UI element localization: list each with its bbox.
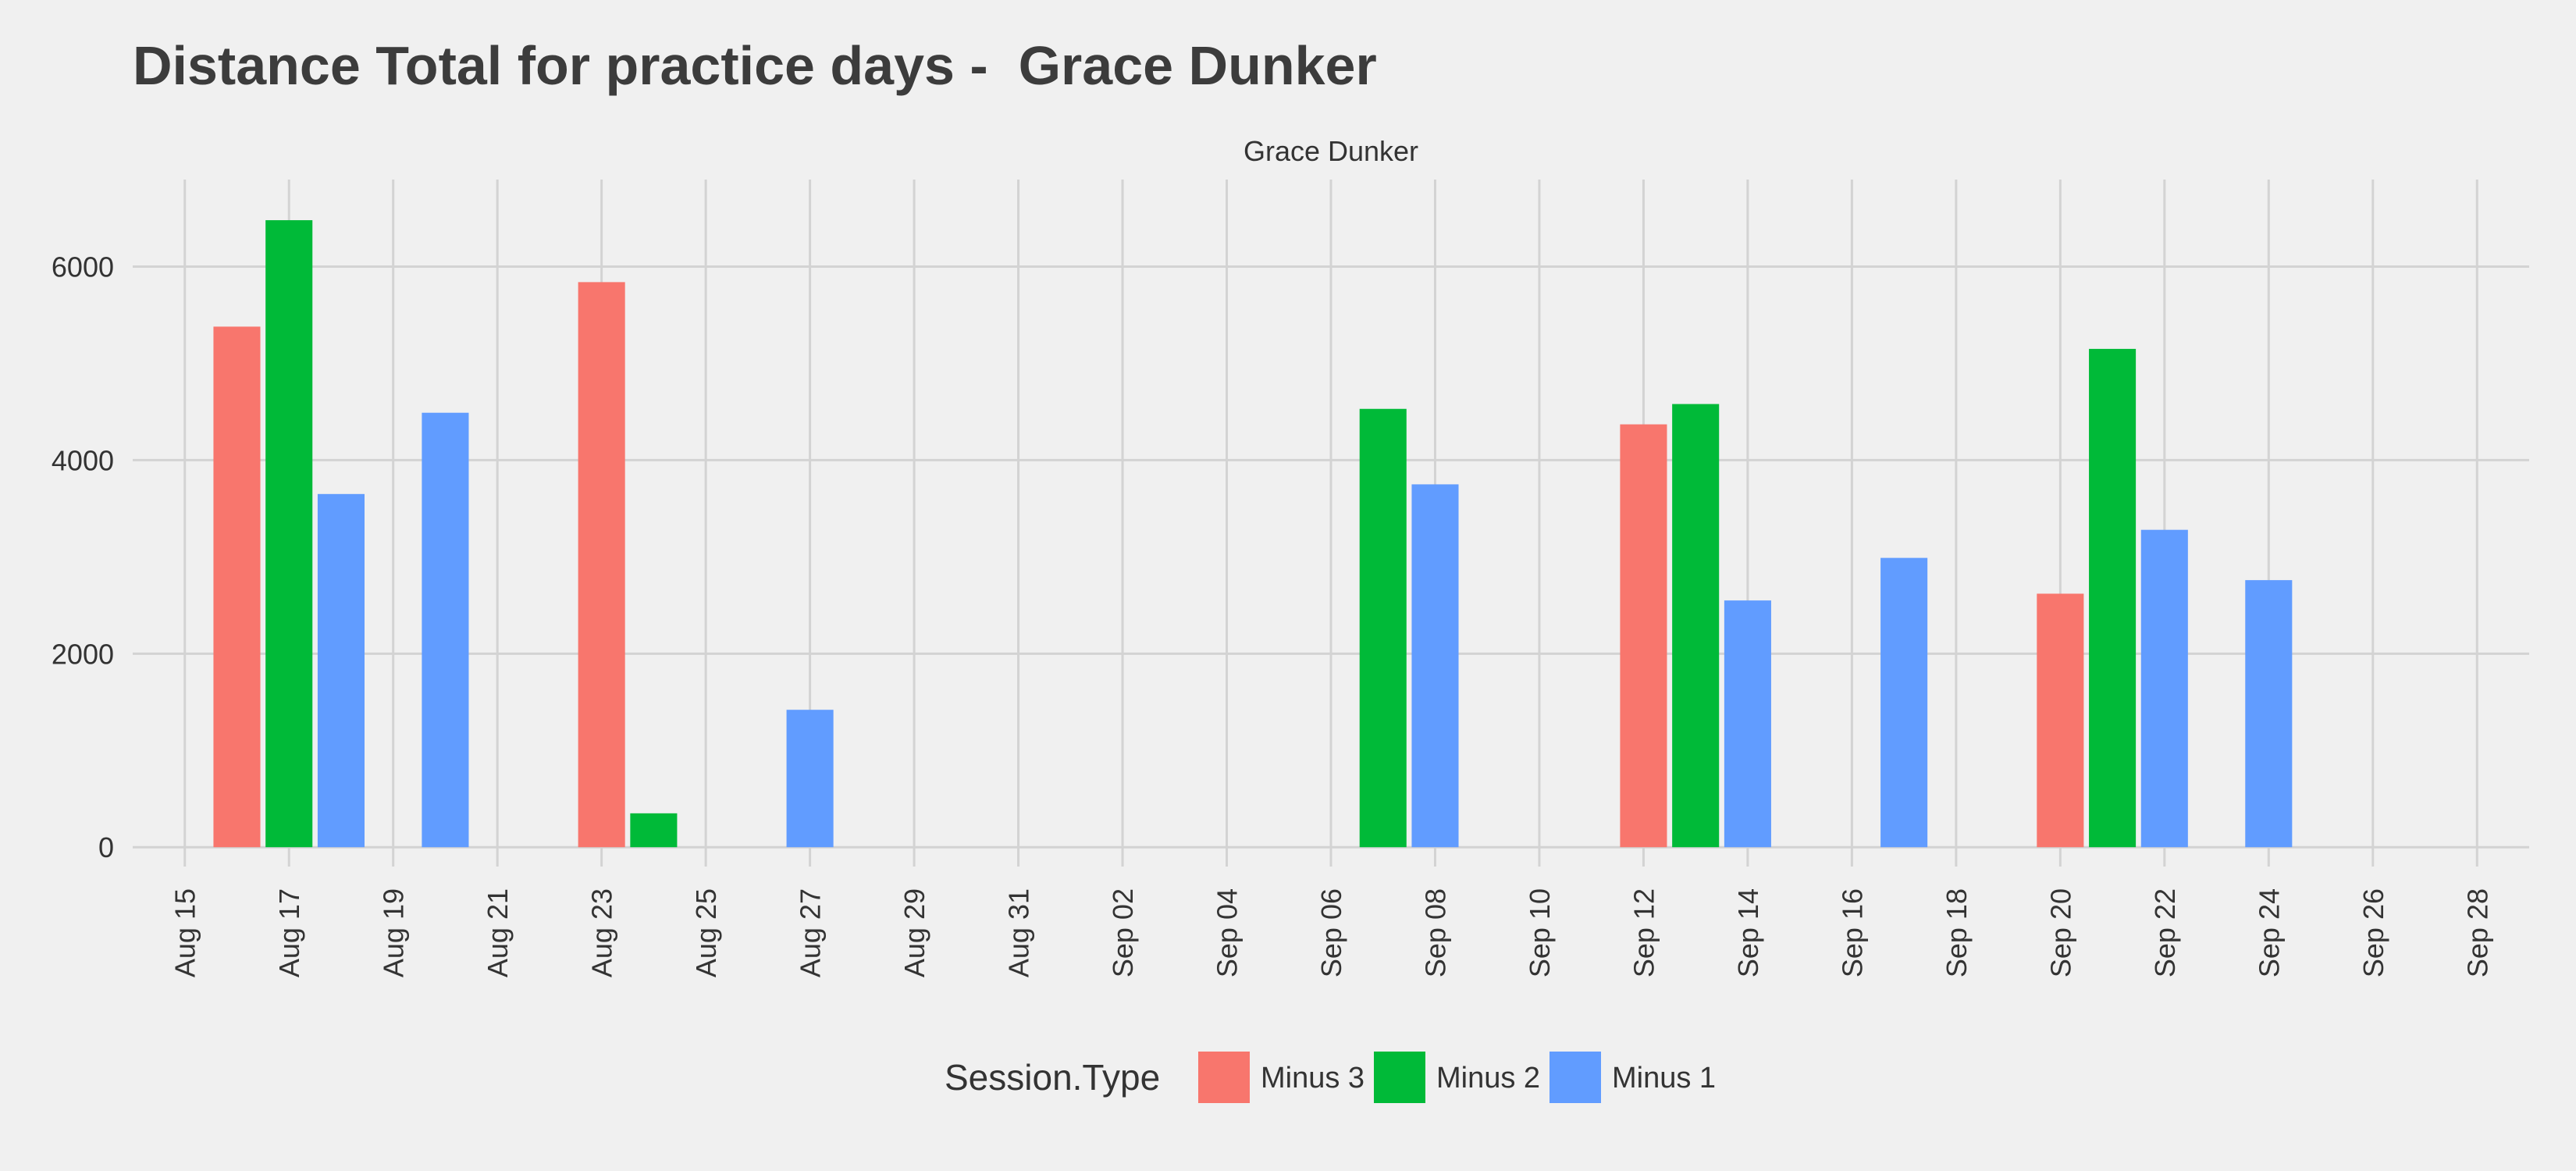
y-tick-label: 0 [98, 831, 114, 863]
x-tick-label: Aug 27 [795, 888, 827, 977]
bars [213, 220, 2293, 848]
bar [317, 493, 365, 848]
legend-swatch [1550, 1052, 1601, 1103]
y-tick-label: 6000 [52, 251, 114, 283]
x-tick-label: Sep 02 [1107, 888, 1139, 977]
y-tick-label: 2000 [52, 638, 114, 670]
bar [1672, 404, 1720, 848]
x-tick-label: Aug 15 [169, 888, 201, 977]
x-tick-label: Sep 22 [2149, 888, 2181, 977]
bar [1620, 424, 1667, 848]
bar [2140, 529, 2188, 848]
x-tick-label: Sep 18 [1941, 888, 1973, 977]
bar [1880, 557, 1928, 848]
x-tick-label: Aug 19 [378, 888, 410, 977]
x-tick-label: Aug 17 [273, 888, 305, 977]
legend: Session.Type Minus 3 Minus 2 Minus 1 [945, 1052, 1716, 1103]
x-tick-label: Aug 25 [690, 888, 722, 977]
x-tick-label: Sep 28 [2461, 888, 2493, 977]
legend-swatch [1198, 1052, 1250, 1103]
x-tick-label: Aug 29 [898, 888, 930, 977]
x-tick-label: Sep 14 [1732, 888, 1764, 977]
bar [265, 220, 313, 848]
x-tick-label: Sep 20 [2044, 888, 2076, 977]
legend-label: Minus 2 [1436, 1062, 1540, 1094]
legend-swatch [1374, 1052, 1425, 1103]
bar [578, 282, 625, 848]
bar [786, 710, 834, 848]
y-axis: 0 2000 4000 6000 [52, 251, 114, 864]
legend-label: Minus 1 [1612, 1062, 1716, 1094]
bar [213, 326, 261, 848]
x-tick-label: Sep 12 [1628, 888, 1660, 977]
x-tick-label: Sep 08 [1419, 888, 1451, 977]
x-tick-label: Sep 26 [2357, 888, 2389, 977]
bar [1724, 600, 1771, 848]
bar [2245, 580, 2293, 848]
facet-label: Grace Dunker [1244, 135, 1418, 167]
chart-title: Distance Total for practice days - Grace… [133, 35, 1377, 96]
x-tick-label: Aug 21 [482, 888, 514, 977]
x-tick-label: Sep 24 [2253, 888, 2285, 977]
legend-label: Minus 3 [1261, 1062, 1364, 1094]
x-tick-label: Sep 04 [1212, 888, 1244, 977]
legend-title: Session.Type [945, 1057, 1160, 1098]
bar [2037, 593, 2084, 848]
bar [422, 412, 469, 848]
x-tick-label: Sep 06 [1315, 888, 1347, 977]
x-tick-label: Sep 16 [1836, 888, 1868, 977]
bar [1411, 484, 1459, 848]
x-tick-label: Aug 23 [586, 888, 618, 977]
y-tick-label: 4000 [52, 444, 114, 476]
bar [2089, 348, 2137, 848]
bar [1359, 408, 1407, 848]
bar [630, 813, 678, 848]
x-tick-label: Sep 10 [1524, 888, 1556, 977]
x-axis: Aug 15 Aug 17 Aug 19 Aug 21 Aug 23 Aug 25 Aug … [169, 888, 2494, 977]
x-tick-label: Aug 31 [1003, 888, 1035, 977]
